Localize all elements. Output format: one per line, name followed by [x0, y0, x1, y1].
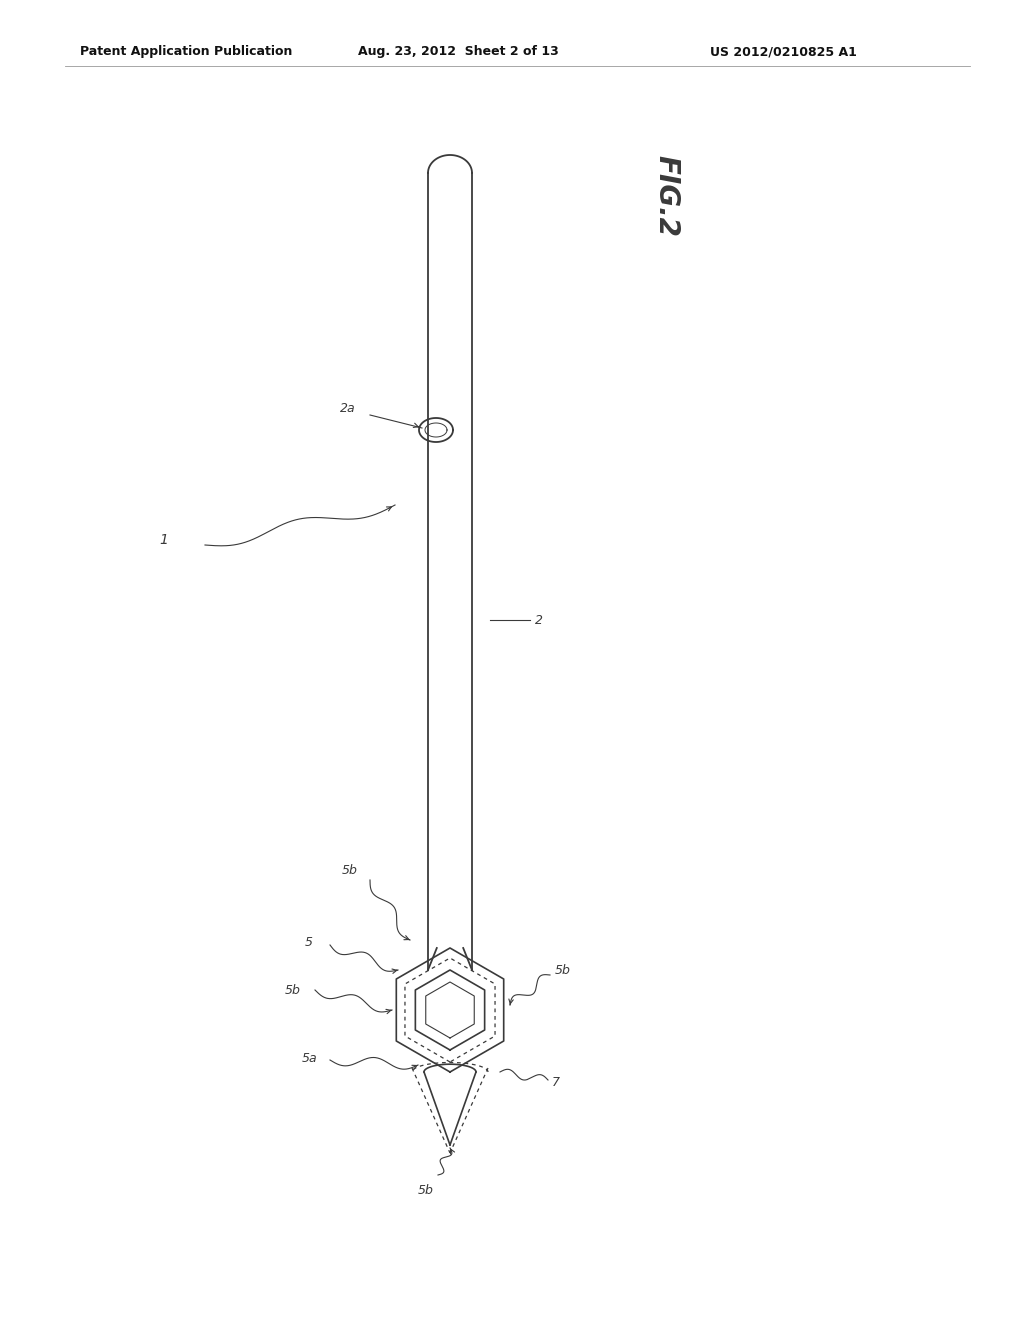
- Text: 2a: 2a: [340, 401, 355, 414]
- Text: FIG.2: FIG.2: [652, 154, 680, 236]
- Text: Aug. 23, 2012  Sheet 2 of 13: Aug. 23, 2012 Sheet 2 of 13: [358, 45, 559, 58]
- Text: Patent Application Publication: Patent Application Publication: [80, 45, 293, 58]
- Text: US 2012/0210825 A1: US 2012/0210825 A1: [710, 45, 857, 58]
- Text: 1: 1: [159, 533, 168, 546]
- Text: 2: 2: [535, 614, 543, 627]
- Text: 5b: 5b: [555, 964, 570, 977]
- Text: 5b: 5b: [285, 983, 301, 997]
- Text: 5b: 5b: [342, 863, 357, 876]
- Text: 5a: 5a: [302, 1052, 317, 1064]
- Text: 7: 7: [552, 1076, 560, 1089]
- Text: 5: 5: [305, 936, 313, 949]
- Text: 5b: 5b: [418, 1184, 434, 1196]
